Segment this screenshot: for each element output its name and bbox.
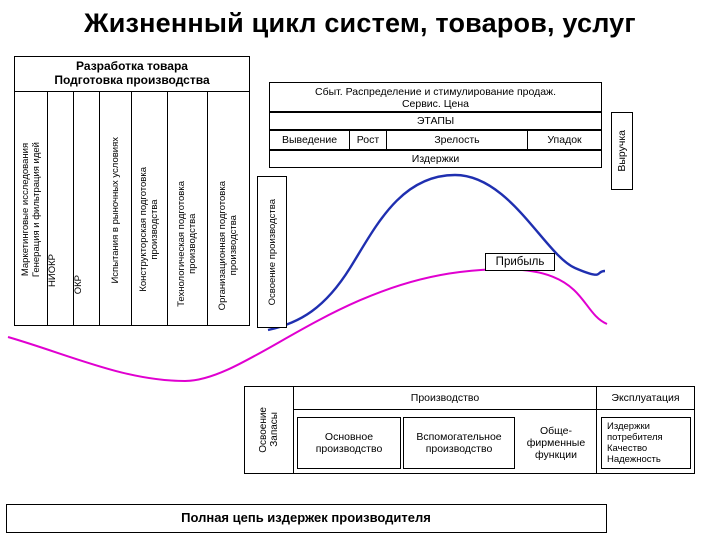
development-block: Разработка товара Подготовка производств… xyxy=(14,56,250,326)
revenue-box: Выручка xyxy=(611,112,633,190)
production-label: Производство xyxy=(410,392,480,404)
column-divider xyxy=(73,91,74,325)
stages-header-label: ЭТАПЫ xyxy=(416,115,455,127)
footer-label: Полная цепь издержек производителя xyxy=(181,510,431,525)
column-divider xyxy=(207,91,208,325)
auxiliary-production-box: Вспомогательное производство xyxy=(403,417,515,469)
stages-row: Выведение Рост Зрелость Упадок xyxy=(269,130,602,150)
column-technological-preparation: Технологическая подготовка производства xyxy=(176,181,198,307)
basic-production-label: Основное производство xyxy=(315,431,383,455)
auxiliary-production-label: Вспомогательное производство xyxy=(416,431,502,455)
column-divider xyxy=(99,91,100,325)
cost-curve xyxy=(7,268,608,383)
development-header-line-2: Подготовка производства xyxy=(54,73,210,87)
sales-box: Сбыт. Распределение и стимулирование про… xyxy=(269,82,602,112)
stage-divider xyxy=(386,131,387,149)
stage-maturity: Зрелость xyxy=(434,134,480,146)
stage-divider xyxy=(527,131,528,149)
sales-line-2: Сервис. Цена xyxy=(401,98,470,110)
consumer-line: Надежность xyxy=(607,454,661,465)
profit-label: Прибыль xyxy=(495,256,545,268)
production-side-divider xyxy=(293,387,294,473)
operation-divider xyxy=(596,387,597,473)
page-title: Жизненный цикл систем, товаров, услуг xyxy=(84,8,636,38)
column-organizational-preparation: Организационная подготовка производства xyxy=(217,181,239,311)
column-okr: ОКР xyxy=(73,275,84,295)
sales-line-1: Сбыт. Распределение и стимулирование про… xyxy=(314,86,556,98)
operation-label: Эксплуатация xyxy=(611,392,680,404)
general-functions-label: Обще- фирменные функции xyxy=(526,425,586,461)
column-market-testing: Испытания в рыночных условиях xyxy=(109,136,121,284)
stage-growth: Рост xyxy=(356,134,380,146)
consumer-line: Качество xyxy=(607,443,648,454)
mastering-production-box: Освоение производства xyxy=(257,176,287,328)
stage-decline: Упадок xyxy=(547,134,582,146)
consumer-line: Издержки xyxy=(607,421,650,432)
column-divider xyxy=(47,91,48,325)
consumer-box: Издержки потребителя Качество Надежность xyxy=(601,417,691,469)
costs-box: Издержки xyxy=(269,150,602,168)
stages-header-box: ЭТАПЫ xyxy=(269,112,602,130)
column-niokr: НИОКР xyxy=(47,253,58,287)
development-header-line-1: Разработка товара xyxy=(76,59,188,73)
footer-box: Полная цепь издержек производителя xyxy=(6,504,607,533)
production-header-divider xyxy=(293,409,694,410)
mastering-production-label: Освоение производства xyxy=(266,198,278,306)
revenue-curve xyxy=(267,173,606,332)
stage-introduction: Выведение xyxy=(281,134,338,146)
profit-box: Прибыль xyxy=(485,253,555,271)
side-label-cell: Освоение Запасы xyxy=(258,407,280,453)
consumer-line: потребителя xyxy=(607,432,663,443)
production-block: Освоение Запасы Производство Эксплуатаци… xyxy=(244,386,695,474)
stage-divider xyxy=(349,131,350,149)
column-divider xyxy=(167,91,168,325)
basic-production-box: Основное производство xyxy=(297,417,401,469)
column-marketing-research: Маркетинговые исследования Генерация и ф… xyxy=(20,142,42,278)
costs-label: Издержки xyxy=(411,153,460,165)
column-divider xyxy=(131,91,132,325)
column-design-preparation: Конструкторская подготовка производства xyxy=(138,167,160,292)
revenue-label: Выручка xyxy=(615,130,628,172)
development-header-divider xyxy=(15,91,249,92)
